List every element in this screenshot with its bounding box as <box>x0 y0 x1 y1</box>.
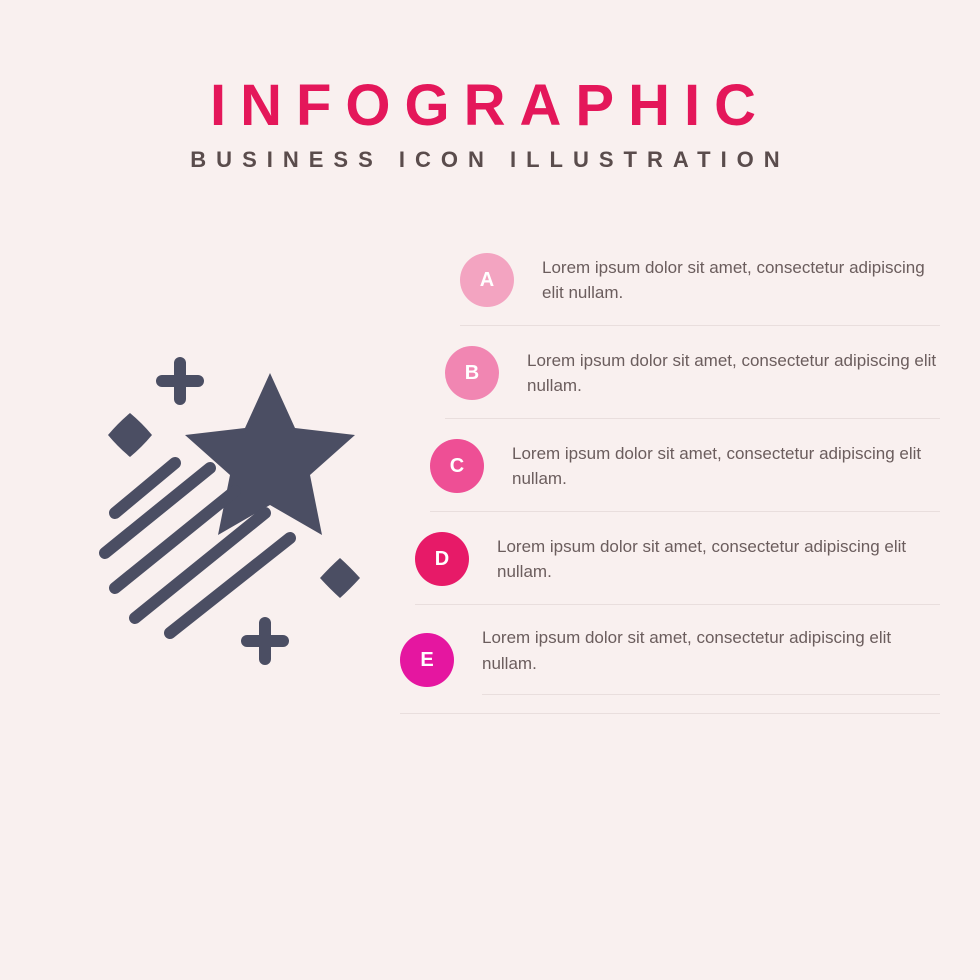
bullet-c: C <box>430 439 484 493</box>
header: INFOGRAPHIC BUSINESS ICON ILLUSTRATION <box>0 0 980 173</box>
list-item: D Lorem ipsum dolor sit amet, consectetu… <box>415 512 940 605</box>
list-item: A Lorem ipsum dolor sit amet, consectetu… <box>460 233 940 326</box>
page-title: INFOGRAPHIC <box>0 72 980 139</box>
item-text: Lorem ipsum dolor sit amet, consectetur … <box>527 348 940 399</box>
bullet-a: A <box>460 253 514 307</box>
list-item: C Lorem ipsum dolor sit amet, consectetu… <box>430 419 940 512</box>
main-content: A Lorem ipsum dolor sit amet, consectetu… <box>0 233 980 933</box>
item-text: Lorem ipsum dolor sit amet, consectetur … <box>512 441 940 492</box>
shooting-star-icon <box>60 323 420 683</box>
page-subtitle: BUSINESS ICON ILLUSTRATION <box>0 147 980 173</box>
bullet-b: B <box>445 346 499 400</box>
list-item: B Lorem ipsum dolor sit amet, consectetu… <box>445 326 940 419</box>
bullet-e: E <box>400 633 454 687</box>
bullet-d: D <box>415 532 469 586</box>
item-text: Lorem ipsum dolor sit amet, consectetur … <box>497 534 940 585</box>
list-item: E Lorem ipsum dolor sit amet, consectetu… <box>400 605 940 714</box>
item-text: Lorem ipsum dolor sit amet, consectetur … <box>482 625 940 695</box>
steps-list: A Lorem ipsum dolor sit amet, consectetu… <box>400 233 940 714</box>
item-text: Lorem ipsum dolor sit amet, consectetur … <box>542 255 940 306</box>
